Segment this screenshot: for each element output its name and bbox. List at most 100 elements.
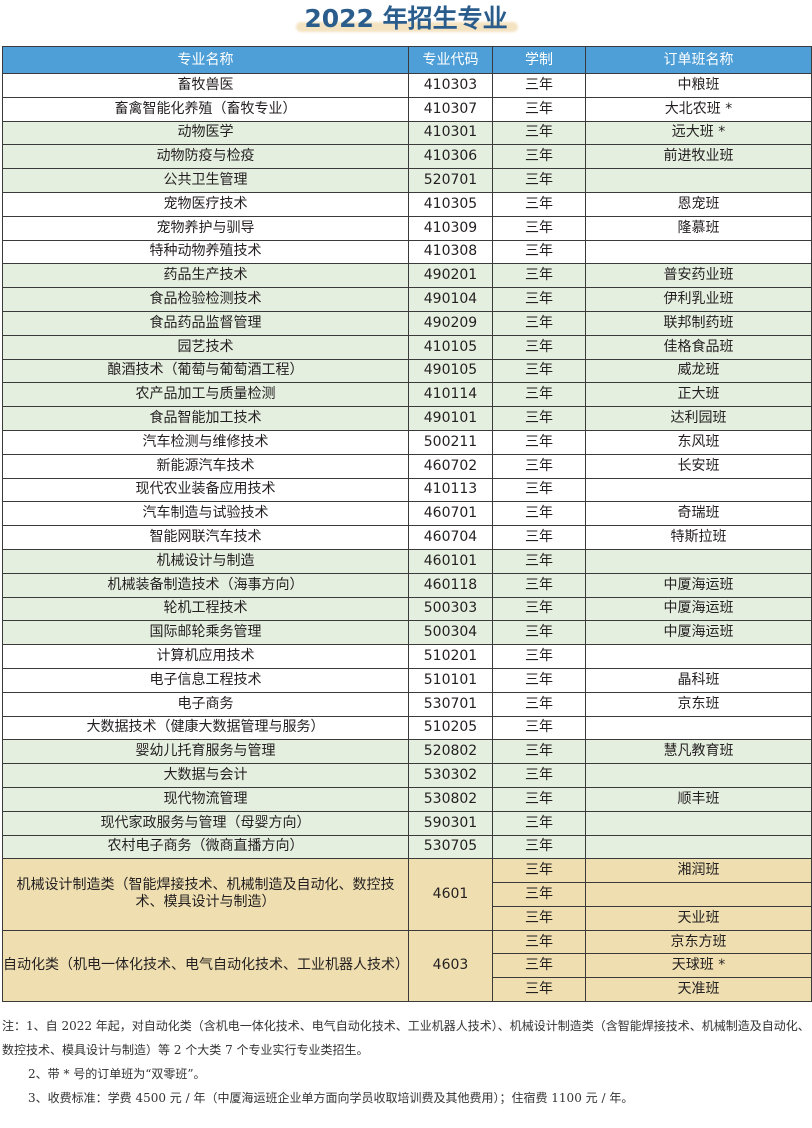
duration-cell: 三年 [492,739,586,765]
major-name-cell: 农产品加工与质量检测 [2,382,409,408]
table-row: 现代家政服务与管理（母婴方向） 590301 三年 [2,810,812,836]
major-code-cell: 410113 [408,477,493,503]
order-class-cell: 天球班 * [585,953,812,979]
major-name-cell: 现代农业装备应用技术 [2,477,409,503]
order-class-cell: 中厦海运班 [585,596,812,622]
major-name-cell: 新能源汽车技术 [2,453,409,479]
order-class-cell [585,548,812,574]
order-class-cell: 正大班 [585,382,812,408]
major-name-cell: 大数据技术（健康大数据管理与服务） [2,715,409,741]
major-code-cell: 530705 [408,834,493,860]
group-table-row: 三年 天球班 * [3,953,812,979]
order-class-cell [585,834,812,860]
duration-cell: 三年 [492,929,586,955]
duration-cell: 三年 [492,858,586,884]
duration-cell: 三年 [492,525,586,550]
duration-cell: 三年 [492,310,586,336]
duration-cell: 三年 [492,905,586,931]
major-name-cell: 食品药品监督管理 [2,310,409,336]
notes: 注：1、自 2022 年起，对自动化类（含机电一体化技术、电气自动化技术、工业机… [2,1014,812,1110]
table-row: 公共卫生管理 520701 三年 [2,168,812,193]
order-class-cell [585,644,812,669]
table-row: 新能源汽车技术 460702 三年 长安班 [2,453,812,479]
note-1: 注：1、自 2022 年起，对自动化类（含机电一体化技术、电气自动化技术、工业机… [2,1019,810,1057]
duration-cell: 三年 [492,715,586,741]
table-row: 电子商务 530701 三年 京东班 [2,691,812,717]
major-name-cell: 酿酒技术（葡萄与葡萄酒工程） [2,358,409,384]
header-duration: 学制 [492,46,586,74]
major-code-cell: 490104 [408,287,493,312]
duration-cell: 三年 [492,882,586,907]
duration-cell: 三年 [492,644,586,669]
major-name-cell: 宠物医疗技术 [2,191,409,217]
order-class-cell: 天准班 [585,977,812,1003]
note-2: 2、带 * 号的订单班为“双零班”。 [28,1067,206,1081]
major-name-cell: 国际邮轮乘务管理 [2,620,409,646]
major-code-cell: 460118 [408,572,493,598]
table-row: 食品药品监督管理 490209 三年 联邦制药班 [2,310,812,336]
major-name-cell: 现代物流管理 [2,786,409,812]
major-name-cell: 电子商务 [2,691,409,717]
table-row: 畜牧兽医 410303 三年 中粮班 [2,73,812,98]
duration-cell: 三年 [492,96,586,122]
major-code-cell: 460704 [408,525,493,550]
duration-cell: 三年 [492,382,586,408]
page-title: 2022 年招生专业 [304,4,508,33]
order-class-cell: 佳格食品班 [585,334,812,360]
order-class-cell: 中厦海运班 [585,572,812,598]
major-name-cell: 大数据与会计 [2,763,409,788]
duration-cell: 三年 [492,453,586,479]
group-code-cell: 4601 [408,858,493,931]
major-code-cell: 520802 [408,739,493,765]
order-class-cell [585,763,812,788]
major-name-cell: 动物医学 [2,120,409,146]
table-row: 宠物医疗技术 410305 三年 恩宠班 [2,191,812,217]
duration-cell: 三年 [492,215,586,241]
order-class-cell: 隆慕班 [585,215,812,241]
order-class-cell: 长安班 [585,453,812,479]
major-code-cell: 410309 [408,215,493,241]
order-class-cell: 前进牧业班 [585,144,812,170]
group-name-cell: 自动化类（机电一体化技术、电气自动化技术、工业机器人技术） [2,929,409,1003]
duration-cell: 三年 [492,144,586,170]
table-row: 现代物流管理 530802 三年 顺丰班 [2,786,812,812]
major-code-cell: 460702 [408,453,493,479]
duration-cell: 三年 [492,810,586,836]
major-name-cell: 现代家政服务与管理（母婴方向） [2,810,409,836]
major-name-cell: 食品智能加工技术 [2,406,409,431]
major-code-cell: 520701 [408,168,493,193]
table-row: 宠物养护与驯导 410309 三年 隆慕班 [2,215,812,241]
duration-cell: 三年 [492,191,586,217]
duration-cell: 三年 [492,358,586,384]
group-table-row: 自动化类（机电一体化技术、电气自动化技术、工业机器人技术） 4603 三年 京东方班 [2,929,812,1003]
major-code-cell: 590301 [408,810,493,836]
major-name-cell: 动物防疫与检疫 [2,144,409,170]
duration-cell: 三年 [492,834,586,860]
order-class-cell: 达利园班 [585,406,812,431]
duration-cell: 三年 [492,667,586,693]
order-class-cell: 奇瑞班 [585,501,812,527]
major-code-cell: 410305 [408,191,493,217]
order-class-cell [585,168,812,193]
major-name-cell: 农村电子商务（微商直播方向） [2,834,409,860]
table-row: 特种动物养殖技术 410308 三年 [2,239,812,265]
major-code-cell: 490201 [408,263,493,289]
major-name-cell: 智能网联汽车技术 [2,525,409,550]
major-code-cell: 410301 [408,120,493,146]
major-code-cell: 510201 [408,644,493,669]
table-row: 农产品加工与质量检测 410114 三年 正大班 [2,382,812,408]
order-class-cell: 远大班 * [585,120,812,146]
page-header: 2022 年招生专业 [0,0,812,44]
duration-cell: 三年 [492,263,586,289]
note-3: 3、收费标准：学费 4500 元 / 年（中厦海运班企业单方面向学员收取培训费及… [28,1091,634,1105]
major-name-cell: 电子信息工程技术 [2,667,409,693]
order-class-cell: 晶科班 [585,667,812,693]
table-row: 大数据与会计 530302 三年 [2,763,812,788]
table-row: 汽车检测与维修技术 500211 三年 东风班 [2,429,812,455]
table-row: 药品生产技术 490201 三年 普安药业班 [2,263,812,289]
major-code-cell: 500211 [408,429,493,455]
table-header-row: 专业名称 专业代码 学制 订单班名称 [2,46,812,74]
major-name-cell: 畜禽智能化养殖（畜牧专业） [2,96,409,122]
order-class-cell: 京东班 [585,691,812,717]
major-code-cell: 410308 [408,239,493,265]
